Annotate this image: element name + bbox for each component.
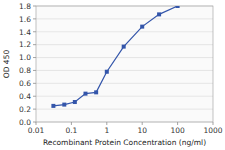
- grid-line: [36, 18, 213, 19]
- x-tick-label: 100: [170, 126, 185, 135]
- marker: [73, 100, 77, 104]
- x-tick: [213, 122, 214, 125]
- grid-line: [36, 83, 213, 84]
- marker: [140, 25, 144, 29]
- y-tick-label: 1.8: [19, 2, 31, 11]
- y-tick: [33, 70, 36, 71]
- y-tick-label: 1.2: [19, 40, 31, 49]
- marker: [94, 90, 98, 94]
- plot-area: [36, 6, 213, 122]
- grid-line: [36, 57, 213, 58]
- x-tick-label: 0.1: [65, 126, 77, 135]
- y-tick-label: 0.6: [19, 79, 31, 88]
- line: [53, 6, 177, 106]
- y-tick: [33, 83, 36, 84]
- y-tick: [33, 44, 36, 45]
- x-tick: [142, 122, 143, 125]
- x-tick: [177, 122, 178, 125]
- x-tick-label: 0.01: [28, 126, 45, 135]
- x-axis-label: Recombinant Protein Concentration (ng/ml…: [43, 138, 206, 147]
- grid-line: [36, 31, 213, 32]
- marker: [83, 92, 87, 96]
- y-tick-label: 0.4: [19, 92, 31, 101]
- y-tick: [33, 18, 36, 19]
- x-tick-label: 1: [104, 126, 109, 135]
- y-tick-label: 1.4: [19, 28, 31, 37]
- x-tick: [106, 122, 107, 125]
- marker: [51, 104, 55, 108]
- series: [51, 6, 179, 108]
- x-tick-label: 1000: [203, 126, 222, 135]
- marker: [62, 103, 66, 107]
- y-tick-label: 1.6: [19, 15, 31, 24]
- y-tick-label: 0.8: [19, 66, 31, 75]
- grid-line: [36, 109, 213, 110]
- x-tick: [71, 122, 72, 125]
- y-tick: [33, 57, 36, 58]
- chart: 0.00.20.40.60.81.01.21.41.61.80.010.1110…: [0, 0, 225, 150]
- y-tick-label: 1.0: [19, 53, 31, 62]
- grid-line: [36, 96, 213, 97]
- y-tick: [33, 31, 36, 32]
- marker: [157, 12, 161, 16]
- marker: [122, 45, 126, 49]
- y-tick: [33, 122, 36, 123]
- plot-frame: [36, 6, 213, 122]
- x-tick-label: 10: [137, 126, 147, 135]
- marker: [176, 6, 180, 8]
- marker: [105, 70, 109, 74]
- y-tick-label: 0.2: [19, 105, 31, 114]
- grid-line: [36, 70, 213, 71]
- y-tick: [33, 96, 36, 97]
- y-tick: [33, 6, 36, 7]
- y-axis-label: OD 450: [2, 50, 11, 79]
- y-tick: [33, 109, 36, 110]
- x-tick: [36, 122, 37, 125]
